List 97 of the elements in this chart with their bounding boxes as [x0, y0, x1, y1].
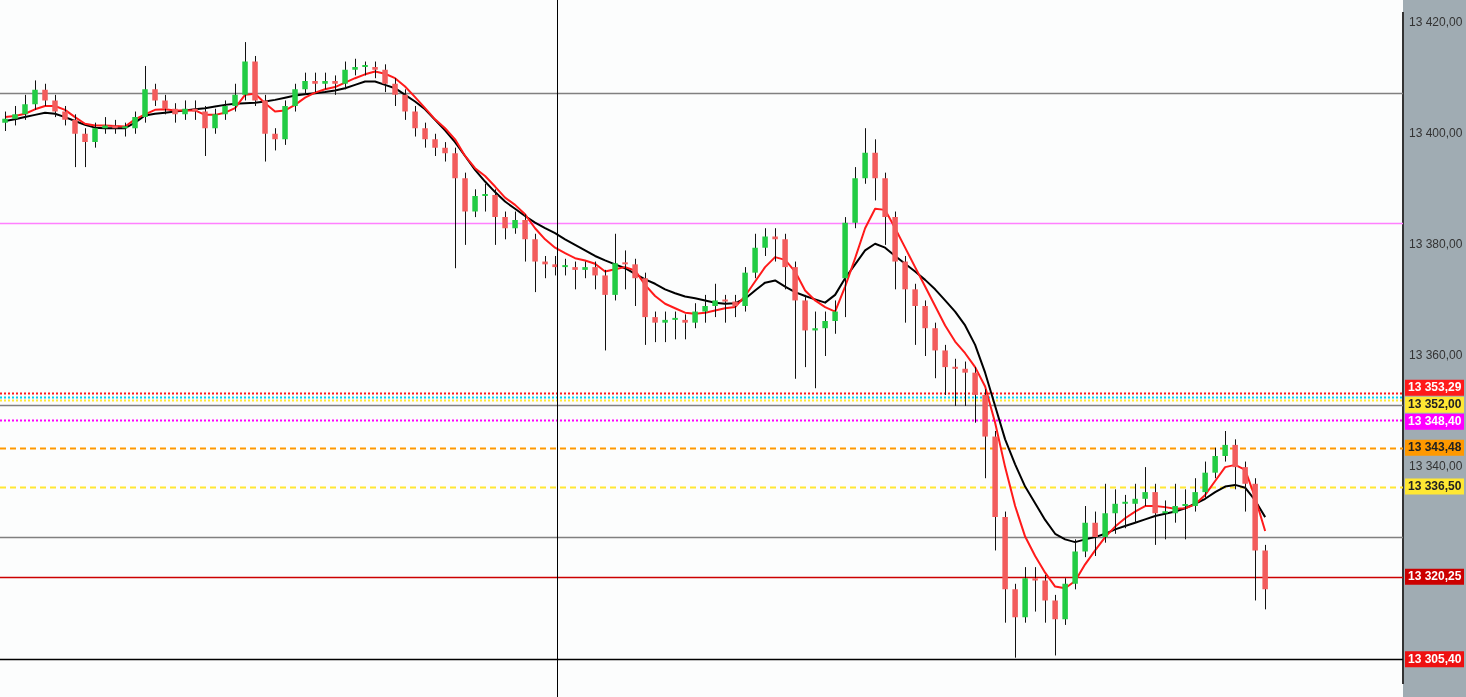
candlestick — [692, 302, 698, 329]
candlestick — [722, 294, 728, 324]
candlestick — [922, 299, 928, 357]
candlestick — [1192, 477, 1198, 513]
candlestick — [1122, 494, 1128, 529]
y-tick-label: 13 400,00 — [1409, 126, 1463, 141]
candlestick — [312, 72, 318, 93]
candlestick — [652, 311, 658, 343]
candlestick — [392, 77, 398, 107]
candlestick — [572, 261, 578, 290]
candlestick — [162, 94, 168, 115]
candlestick — [972, 366, 978, 424]
candlestick — [342, 61, 348, 90]
candlestick — [412, 105, 418, 138]
candlestick — [222, 99, 228, 121]
candlestick — [1172, 483, 1178, 524]
candlestick — [1032, 566, 1038, 613]
candlestick — [632, 258, 638, 307]
ref-line-label: 13 336,50 — [1408, 478, 1462, 493]
candlestick — [1112, 488, 1118, 535]
candlestick — [672, 311, 678, 340]
candlestick — [1232, 438, 1238, 490]
candlestick — [1242, 461, 1248, 513]
candlestick — [1052, 594, 1058, 656]
candlestick — [212, 108, 218, 135]
candlestick — [1212, 447, 1218, 479]
ref-line-label: 13 343,48 — [1408, 440, 1462, 455]
candlestick — [1092, 511, 1098, 557]
ref-line-label: 13 348,40 — [1408, 414, 1462, 429]
candlestick — [472, 188, 478, 218]
candlestick — [682, 313, 688, 340]
candlestick — [1222, 430, 1228, 463]
candlestick — [942, 344, 948, 396]
candlestick — [492, 188, 498, 246]
candlestick — [432, 133, 438, 157]
candlestick — [402, 88, 408, 121]
candlestick — [82, 127, 88, 168]
candlestick — [182, 99, 188, 121]
candlestick — [812, 311, 818, 389]
candlestick — [272, 127, 278, 151]
candlestick — [132, 111, 138, 135]
candlestick — [172, 102, 178, 124]
candlestick — [822, 311, 828, 357]
candlestick — [302, 72, 308, 96]
candlestick — [522, 213, 528, 263]
candlestick — [1182, 488, 1188, 540]
candlestick — [712, 283, 718, 318]
candlestick — [232, 83, 238, 113]
candlestick — [1162, 499, 1168, 540]
ref-line-label: 13 320,25 — [1408, 569, 1462, 584]
candlestick — [382, 63, 388, 93]
candlestick — [732, 294, 738, 318]
candlestick — [22, 94, 28, 121]
candlestick — [62, 105, 68, 126]
candlestick — [1152, 483, 1158, 546]
candlestick — [12, 105, 18, 126]
candlestick — [952, 358, 958, 407]
y-tick-label: 13 420,00 — [1409, 14, 1463, 29]
candlestick — [482, 183, 488, 213]
candlestick — [962, 361, 968, 407]
ref-line-label: 13 352,00 — [1408, 397, 1462, 412]
candlestick — [662, 311, 668, 343]
candlestick — [502, 211, 508, 240]
candlestick — [332, 74, 338, 96]
candlestick — [552, 255, 558, 276]
candlestick — [202, 105, 208, 157]
candlestick — [42, 83, 48, 107]
candlestick — [422, 122, 428, 149]
candlestick — [932, 322, 938, 379]
candlestick — [622, 249, 628, 290]
candlestick — [52, 94, 58, 118]
candlestick — [72, 113, 78, 168]
candlestick — [602, 269, 608, 351]
candlestick — [592, 261, 598, 290]
candlestick — [1202, 461, 1208, 499]
candlestick — [192, 99, 198, 121]
candlestick — [532, 233, 538, 293]
candlestick — [2, 111, 8, 132]
candlestick — [702, 294, 708, 324]
candlestick — [32, 79, 38, 111]
candlestick — [92, 122, 98, 149]
candlestick — [1132, 483, 1138, 524]
candlestick — [762, 227, 768, 257]
candlestick — [1142, 466, 1148, 507]
candlestick — [1042, 574, 1048, 624]
candlestick — [292, 83, 298, 113]
candlestick — [832, 299, 838, 335]
y-tick-label: 13 380,00 — [1409, 237, 1463, 252]
y-tick-label: 13 340,00 — [1409, 459, 1463, 474]
candlestick — [512, 211, 518, 235]
candlestick — [912, 283, 918, 346]
ref-line-label: 13 353,29 — [1408, 380, 1462, 395]
candlestick — [152, 83, 158, 107]
candlestick — [442, 141, 448, 163]
candlestick — [1102, 483, 1108, 544]
ref-line-label: 13 305,40 — [1408, 651, 1462, 666]
y-tick-label: 13 360,00 — [1409, 348, 1463, 363]
